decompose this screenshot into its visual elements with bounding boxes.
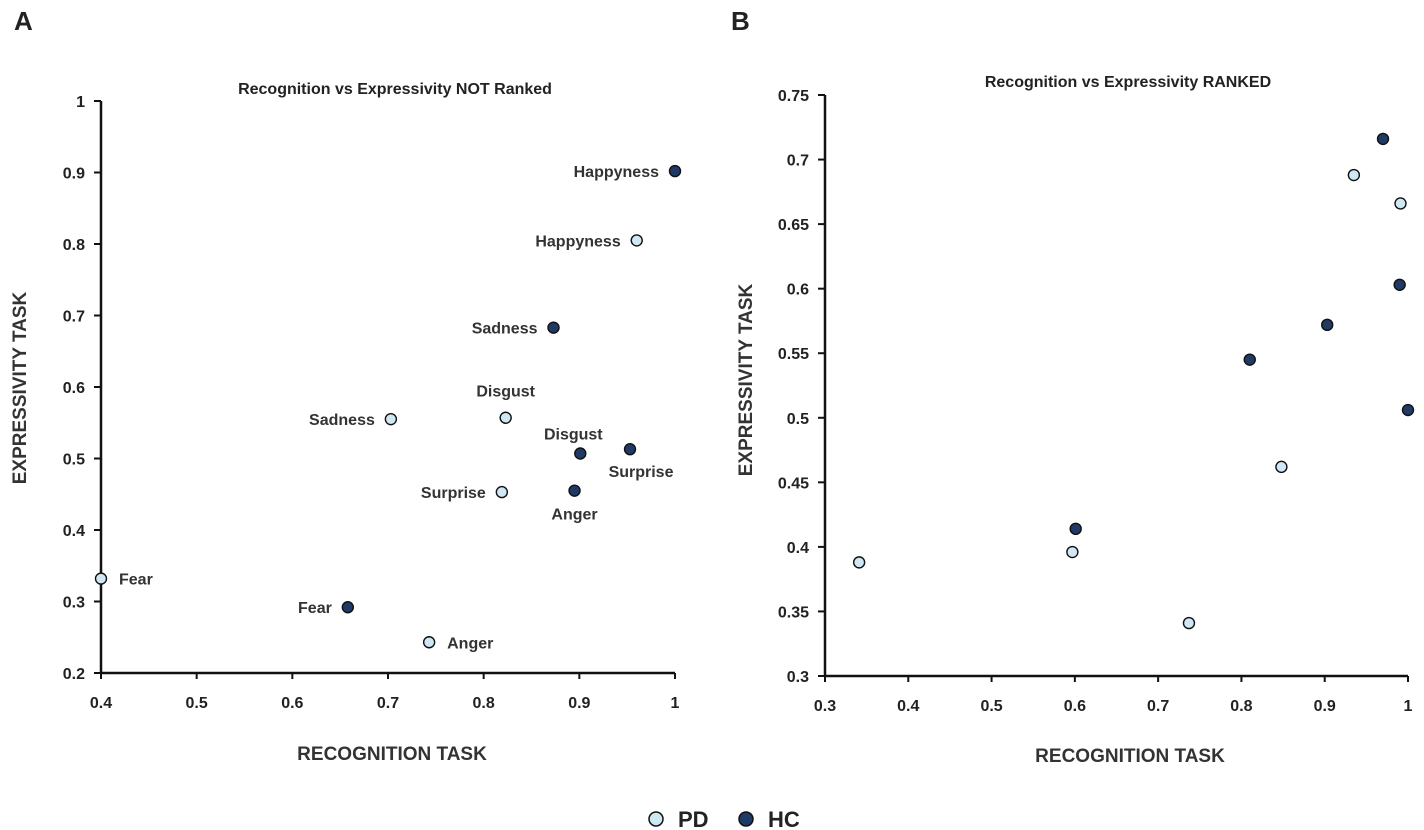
panel-b-y-tick-label: 0.4 bbox=[787, 540, 809, 557]
panel-b-x-tick-label: 0.8 bbox=[1230, 698, 1252, 715]
panel-a-point-label-pd: Fear bbox=[119, 572, 153, 589]
panel-a-plot: 0.4 0.5 0.6 0.7 0.8 0.9 1 0.2 0.3 0.4 0.5 0.6 0.7 0.8… bbox=[63, 94, 682, 712]
panel-b-point-hc bbox=[1321, 318, 1334, 332]
panel-a-ylabel: EXPRESSIVITY TASK bbox=[10, 291, 31, 484]
panel-b-point-hc bbox=[1069, 522, 1082, 536]
legend-item-hc: HC bbox=[738, 807, 800, 830]
panel-a-point-label-hc: Surprise bbox=[609, 464, 674, 481]
panel-a-point-hc bbox=[668, 164, 682, 178]
panel-a-point-label-hc: Disgust bbox=[544, 426, 603, 443]
panel-b-x-tick-label: 0.5 bbox=[980, 698, 1002, 715]
panel-b-xlabel: RECOGNITION TASK bbox=[1035, 746, 1225, 767]
panel-a-point-hc bbox=[574, 447, 587, 460]
panel-a-y-tick-label: 1 bbox=[76, 94, 85, 111]
panel-a-point-hc bbox=[547, 321, 560, 334]
panel-b-y-tick-label: 0.55 bbox=[778, 346, 809, 363]
panel-a-y-tick-label: 0.5 bbox=[63, 452, 85, 469]
panel-a-x-tick-label: 0.6 bbox=[281, 695, 303, 712]
panel-a-y-tick-label: 0.4 bbox=[63, 523, 85, 540]
panel-b-point-pd bbox=[1275, 460, 1288, 474]
panel-a-x-tick-label: 0.9 bbox=[568, 695, 590, 712]
panel-a-point-label-pd: Anger bbox=[447, 635, 493, 652]
panel-a-point-pd bbox=[495, 485, 509, 499]
panel-a-point-label-hc: Fear bbox=[298, 600, 332, 617]
panel-b-y-tick-label: 0.35 bbox=[778, 604, 809, 621]
panel-a-y-tick-label: 0.9 bbox=[63, 166, 85, 183]
panel-b-x-tick-label: 0.9 bbox=[1314, 698, 1336, 715]
panel-a-point-label-pd: Surprise bbox=[421, 485, 486, 502]
panel-a-point-pd bbox=[94, 572, 108, 585]
panel-b-point-pd bbox=[852, 556, 866, 569]
panel-a-letter: A bbox=[14, 6, 33, 36]
panel-b-point-pd bbox=[1394, 197, 1407, 210]
panel-a-x-tick-label: 0.8 bbox=[473, 695, 495, 712]
panel-a-point-pd bbox=[630, 234, 643, 247]
legend-marker-pd bbox=[648, 811, 664, 827]
panel-a-point-pd bbox=[422, 636, 436, 649]
panel-a-y-tick-label: 0.3 bbox=[63, 595, 85, 612]
panel-b-title: Recognition vs Expressivity RANKED bbox=[985, 74, 1271, 91]
panel-a-y-tick-label: 0.7 bbox=[63, 309, 85, 326]
panel-b-point-pd bbox=[1066, 545, 1079, 559]
panel-b-y-tick-label: 0.5 bbox=[787, 411, 809, 428]
panel-b-y-tick-label: 0.7 bbox=[787, 153, 809, 170]
panel-a-x-tick-label: 0.7 bbox=[377, 695, 399, 712]
panel-a-point-pd bbox=[499, 411, 512, 424]
panel-a: A Recognition vs Expressivity NOT Ranked… bbox=[10, 6, 682, 765]
panel-a-point-hc bbox=[341, 601, 355, 614]
panel-a-point-label-hc: Anger bbox=[551, 507, 597, 524]
panel-a-y-tick-label: 0.8 bbox=[63, 237, 85, 254]
panel-b-x-tick-label: 0.4 bbox=[897, 698, 919, 715]
panel-b-point-hc bbox=[1243, 353, 1256, 366]
panel-b-y-tick-label: 0.45 bbox=[778, 475, 809, 492]
legend-label-pd: PD bbox=[678, 807, 709, 830]
legend-marker-hc bbox=[738, 811, 754, 827]
panel-b: B Recognition vs Expressivity RANKED REC… bbox=[731, 6, 1415, 767]
panel-b-x-tick-label: 1 bbox=[1404, 698, 1413, 715]
panel-b-point-pd bbox=[1182, 616, 1196, 630]
panel-a-point-label-pd: Sadness bbox=[309, 412, 375, 429]
panel-b-x-tick-label: 0.6 bbox=[1064, 698, 1086, 715]
panel-a-x-tick-label: 0.5 bbox=[186, 695, 208, 712]
panel-a-point-hc bbox=[568, 484, 581, 497]
legend-label-hc: HC bbox=[768, 807, 800, 830]
panel-b-ylabel: EXPRESSIVITY TASK bbox=[736, 283, 757, 476]
panel-a-point-pd bbox=[384, 412, 398, 426]
panel-a-point-hc bbox=[623, 443, 637, 456]
panel-b-point-hc bbox=[1393, 278, 1406, 291]
panel-a-y-tick-label: 0.2 bbox=[63, 666, 85, 683]
panel-a-x-tick-label: 1 bbox=[671, 695, 680, 712]
panel-a-xlabel: RECOGNITION TASK bbox=[297, 744, 487, 765]
panel-a-x-tick-label: 0.4 bbox=[90, 695, 112, 712]
panel-b-letter: B bbox=[731, 6, 750, 36]
panel-b-point-hc bbox=[1376, 132, 1390, 146]
panel-a-point-label-pd: Happyness bbox=[535, 233, 620, 250]
legend-item-pd: PD bbox=[648, 807, 709, 830]
panel-a-y-tick-label: 0.6 bbox=[63, 380, 85, 397]
panel-b-plot: 0.3 0.4 0.5 0.6 0.7 0.8 0.9 1 0.3 0.35 0.4 0.45 0.5 0… bbox=[778, 88, 1415, 715]
panel-a-point-label-hc: Sadness bbox=[472, 321, 538, 338]
panel-b-point-pd bbox=[1347, 168, 1361, 182]
panel-a-title: Recognition vs Expressivity NOT Ranked bbox=[238, 81, 552, 98]
panel-a-point-label-hc: Happyness bbox=[574, 164, 659, 181]
legend: PD HC bbox=[648, 807, 800, 830]
panel-b-x-tick-label: 0.7 bbox=[1147, 698, 1169, 715]
panel-b-y-tick-label: 0.75 bbox=[778, 88, 809, 105]
panel-b-y-tick-label: 0.3 bbox=[787, 669, 809, 686]
panel-b-x-tick-label: 0.3 bbox=[814, 698, 836, 715]
panel-b-point-hc bbox=[1401, 403, 1415, 417]
panel-b-y-tick-label: 0.65 bbox=[778, 217, 809, 234]
panel-a-point-label-pd: Disgust bbox=[476, 384, 535, 401]
panel-b-y-tick-label: 0.6 bbox=[787, 282, 809, 299]
